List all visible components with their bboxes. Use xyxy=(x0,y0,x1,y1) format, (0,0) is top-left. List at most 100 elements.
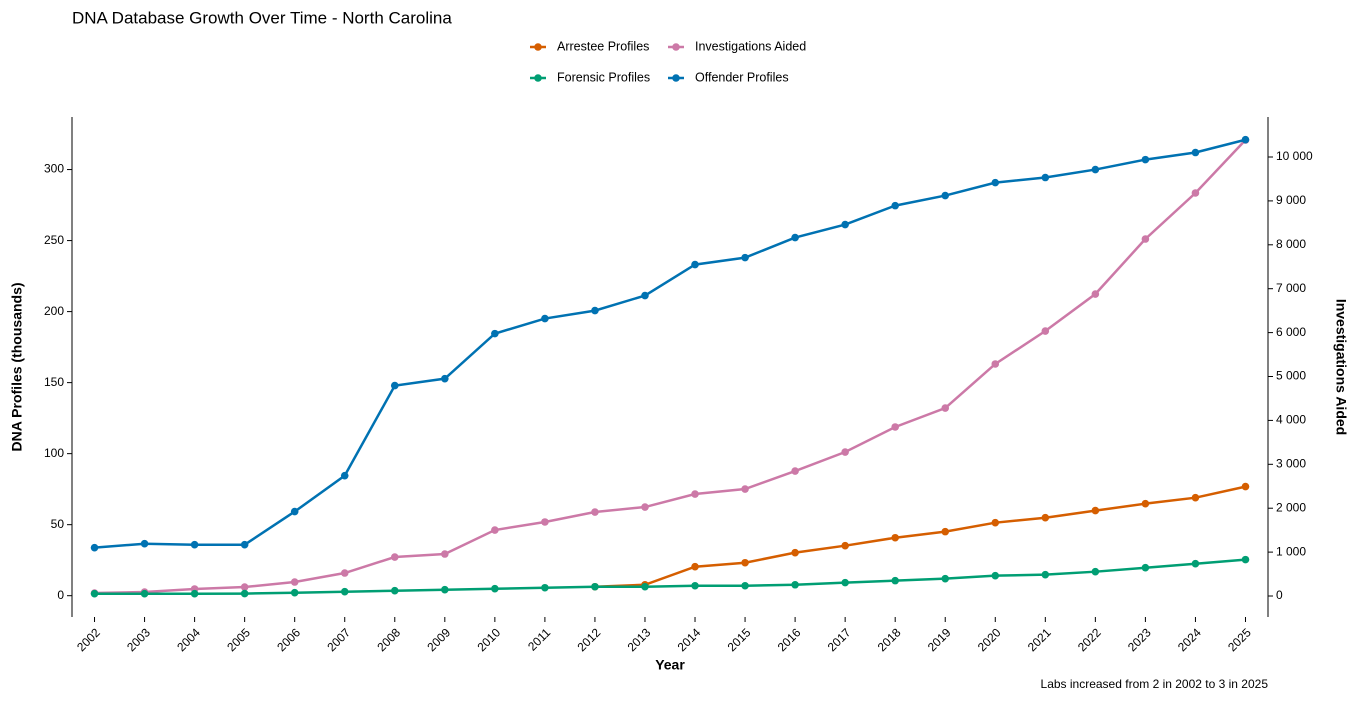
marker xyxy=(290,507,299,516)
marker xyxy=(90,543,99,552)
y2-tick-label: 1 000 xyxy=(1276,544,1306,558)
marker xyxy=(290,588,299,597)
marker xyxy=(1191,189,1200,197)
legend-marker xyxy=(672,74,680,82)
marker xyxy=(691,581,699,590)
marker xyxy=(390,586,399,595)
marker xyxy=(1141,563,1150,572)
x-tick-label: 2017 xyxy=(825,625,854,654)
marker xyxy=(290,578,299,586)
marker xyxy=(90,589,99,598)
y2-tick-label: 2 000 xyxy=(1276,500,1306,514)
marker xyxy=(491,526,499,534)
y-tick-label: 250 xyxy=(44,233,64,247)
y2-tick-label: 9 000 xyxy=(1276,193,1306,207)
x-tick-label: 2012 xyxy=(575,625,604,654)
y-tick-label: 200 xyxy=(44,304,64,318)
marker xyxy=(1191,559,1200,568)
marker xyxy=(891,201,899,210)
marker xyxy=(741,558,749,567)
marker xyxy=(941,574,950,583)
marker xyxy=(591,306,599,315)
marker xyxy=(1091,165,1100,174)
marker xyxy=(991,518,1000,527)
marker xyxy=(1091,506,1100,515)
x-tick-label: 2022 xyxy=(1075,625,1104,654)
marker xyxy=(841,578,849,587)
marker xyxy=(891,576,899,585)
marker xyxy=(791,467,799,475)
y2-tick-label: 6 000 xyxy=(1276,325,1306,339)
series-line xyxy=(594,485,1246,588)
marker xyxy=(190,589,199,598)
legend-label: Forensic Profiles xyxy=(557,70,650,84)
annotation: Labs increased from 2 in 2002 to 3 in 20… xyxy=(1041,677,1269,691)
x-tick-label: 2016 xyxy=(775,625,804,654)
marker xyxy=(441,585,449,594)
marker xyxy=(390,553,399,561)
marker xyxy=(491,329,499,338)
marker xyxy=(1091,567,1100,576)
y-tick-label: 150 xyxy=(44,375,64,389)
marker xyxy=(991,571,1000,580)
legend-label: Investigations Aided xyxy=(695,39,806,53)
legend-label: Offender Profiles xyxy=(695,70,789,84)
marker xyxy=(991,178,1000,187)
legend-marker xyxy=(672,43,680,51)
marker xyxy=(541,518,549,526)
x-tick-label: 2025 xyxy=(1225,625,1254,654)
y2-tick-label: 7 000 xyxy=(1276,281,1306,295)
marker xyxy=(1041,173,1050,182)
marker xyxy=(1041,570,1050,579)
marker xyxy=(541,583,549,592)
marker xyxy=(691,562,699,571)
marker xyxy=(741,253,749,262)
marker xyxy=(340,569,349,577)
y2-tick-label: 8 000 xyxy=(1276,237,1306,251)
marker xyxy=(991,360,1000,368)
marker xyxy=(240,583,249,591)
series-line xyxy=(94,138,1246,549)
marker xyxy=(1141,235,1150,243)
marker xyxy=(591,582,599,591)
marker xyxy=(1241,135,1250,144)
x-tick-label: 2023 xyxy=(1125,625,1154,654)
legend-marker xyxy=(534,43,542,51)
marker xyxy=(841,541,849,550)
marker xyxy=(441,374,449,383)
marker xyxy=(240,589,249,598)
marker xyxy=(1141,155,1150,164)
marker xyxy=(1241,482,1250,491)
x-tick-label: 2018 xyxy=(875,625,904,654)
marker xyxy=(1191,493,1200,502)
x-tick-label: 2002 xyxy=(74,625,103,654)
marker xyxy=(541,314,549,323)
x-tick-label: 2008 xyxy=(374,625,403,654)
x-tick-label: 2020 xyxy=(975,625,1004,654)
marker xyxy=(791,548,799,557)
marker xyxy=(841,220,849,229)
x-tick-label: 2013 xyxy=(625,625,654,654)
x-tick-label: 2019 xyxy=(925,625,954,654)
marker xyxy=(240,540,249,549)
marker xyxy=(1141,499,1150,508)
chart-title: DNA Database Growth Over Time - North Ca… xyxy=(72,8,452,27)
marker xyxy=(891,423,899,431)
marker xyxy=(841,448,849,456)
marker xyxy=(941,527,950,536)
x-tick-label: 2011 xyxy=(525,625,553,653)
x-tick-label: 2005 xyxy=(224,625,253,654)
marker xyxy=(1041,513,1050,522)
marker xyxy=(691,490,699,498)
marker xyxy=(641,291,649,300)
marker xyxy=(591,508,599,516)
marker xyxy=(390,381,399,390)
y2-axis-title: Investigations Aided xyxy=(1333,299,1349,435)
marker xyxy=(741,581,749,590)
x-tick-label: 2009 xyxy=(424,625,453,654)
x-tick-label: 2014 xyxy=(675,625,704,654)
marker xyxy=(791,233,799,242)
x-tick-label: 2004 xyxy=(174,625,203,654)
y2-tick-label: 3 000 xyxy=(1276,456,1306,470)
